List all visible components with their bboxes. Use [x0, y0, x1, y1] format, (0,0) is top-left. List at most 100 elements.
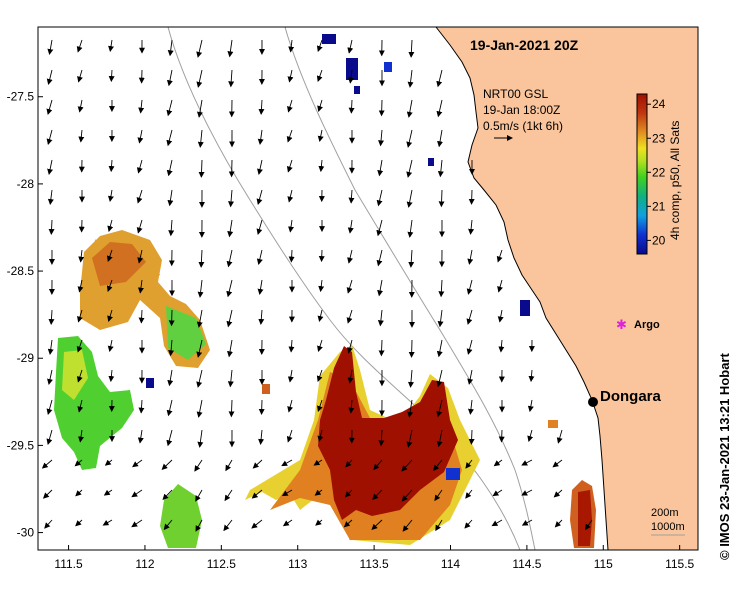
current-vector	[406, 159, 413, 178]
sst-patch-coastal-core	[578, 490, 592, 546]
current-vector	[466, 279, 473, 295]
current-vector	[401, 459, 413, 472]
current-vector	[467, 249, 474, 265]
sst-patch-west-yellow	[62, 350, 88, 400]
current-vector	[76, 369, 83, 383]
dongara-marker	[588, 397, 598, 407]
current-vector	[78, 249, 85, 263]
current-vector	[75, 519, 83, 527]
imos-credit: © IMOS 23-Jan-2021 13:21 Hobart	[717, 353, 732, 560]
current-vector	[527, 399, 534, 413]
current-vector	[167, 369, 174, 387]
current-vector	[106, 249, 113, 263]
current-vector	[552, 459, 563, 468]
current-vector	[166, 159, 173, 177]
current-vector	[251, 489, 263, 499]
current-scale-label: 0.5m/s (1kt 6h)	[483, 119, 563, 133]
current-vector	[348, 99, 355, 114]
current-vector	[47, 159, 54, 176]
current-vector	[493, 459, 503, 467]
colorbar-tick-label: 20	[652, 233, 666, 247]
y-axis: -27.5 -28 -28.5 -29 -29.5 -30	[7, 90, 43, 540]
current-vector	[584, 519, 593, 531]
current-vector	[347, 39, 354, 54]
current-vector	[436, 69, 443, 88]
sst-field	[54, 34, 596, 548]
current-vector	[258, 99, 265, 115]
sst-warm-pixel	[262, 384, 270, 394]
current-vector	[378, 429, 385, 447]
current-vector	[74, 459, 83, 467]
current-vector	[77, 99, 84, 113]
current-vector	[44, 519, 53, 529]
current-vector	[466, 309, 473, 325]
sst-cold-pixel	[446, 468, 460, 480]
current-vector	[317, 339, 323, 353]
current-vector	[166, 129, 173, 147]
current-vector	[317, 99, 323, 113]
colorbar-tick-label: 23	[652, 131, 666, 145]
current-vector	[433, 459, 443, 472]
current-vector	[223, 519, 233, 532]
current-vector	[436, 99, 443, 118]
current-vector	[198, 159, 205, 178]
current-vector	[553, 489, 563, 498]
current-vector	[195, 489, 203, 502]
current-vector	[554, 519, 563, 528]
current-vector	[228, 69, 235, 88]
current-source-label: NRT00 GSL	[483, 87, 548, 101]
colorbar-tick-label: 21	[652, 199, 666, 213]
current-vector	[108, 369, 115, 383]
x-tick-label: 112	[135, 557, 154, 571]
current-vector	[435, 519, 443, 532]
current-vector	[287, 99, 293, 113]
sst-patch-northwest-green	[166, 306, 206, 360]
current-vector	[107, 219, 114, 233]
current-vector	[228, 399, 235, 418]
current-vector	[377, 279, 384, 297]
current-vector	[288, 249, 295, 263]
current-vector	[401, 489, 413, 502]
map-date-title: 19-Jan-2021 20Z	[470, 37, 579, 53]
current-vector	[197, 129, 204, 148]
current-vector	[78, 129, 85, 143]
current-vector	[286, 129, 293, 143]
current-vector	[137, 429, 144, 444]
sst-cold-pixel	[520, 300, 530, 316]
current-vector	[346, 279, 353, 294]
current-vector	[408, 249, 415, 268]
current-vector	[281, 459, 293, 467]
current-vector	[521, 519, 533, 526]
current-vector	[194, 459, 203, 472]
current-vector	[347, 249, 353, 264]
x-tick-label: 113	[288, 557, 307, 571]
current-vector	[288, 39, 295, 53]
x-axis: 111.5 112 112.5 113 113.5 114 114.5 115 115.5	[54, 545, 695, 571]
x-tick-label: 115.5	[665, 557, 694, 571]
current-vector	[77, 399, 84, 413]
current-vector	[257, 159, 263, 175]
x-tick-label: 114.5	[512, 557, 541, 571]
current-vector	[287, 69, 294, 83]
current-vector	[132, 459, 143, 468]
current-vector	[77, 309, 83, 323]
current-vector	[497, 279, 503, 293]
current-vector	[406, 129, 413, 148]
current-vector	[282, 519, 293, 527]
sst-cold-pixel	[384, 62, 392, 72]
y-tick-label: -29	[17, 351, 35, 365]
current-vector	[347, 339, 353, 354]
current-vector	[407, 69, 414, 88]
current-vector	[102, 519, 113, 526]
current-vector	[47, 189, 54, 206]
current-vector	[348, 189, 355, 204]
current-vector	[227, 339, 233, 358]
current-vector	[256, 249, 263, 265]
current-vector	[467, 369, 474, 385]
current-vector	[137, 279, 144, 294]
current-vector	[76, 39, 83, 53]
current-vector	[318, 279, 325, 293]
sst-cold-pixel	[322, 34, 336, 44]
current-vector	[138, 99, 145, 114]
current-vector	[252, 459, 263, 469]
